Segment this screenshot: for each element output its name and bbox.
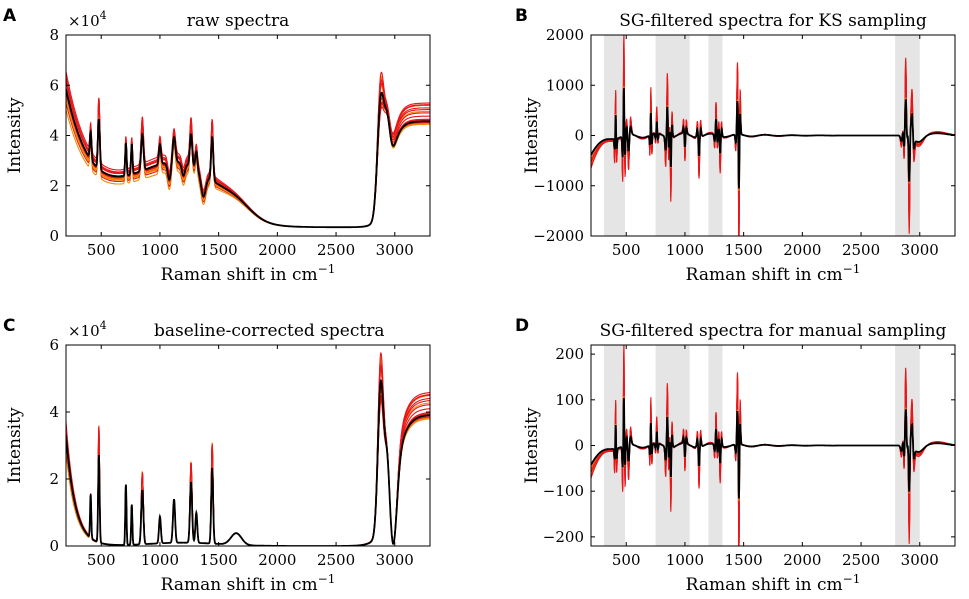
x-tick-label-D-1: 1000: [666, 551, 704, 569]
x-tick-label-D-0: 500: [612, 551, 641, 569]
panel-D: 500 1000 1500 2000 2500 3000 −200 −100 0 100 200 SG…: [515, 316, 956, 595]
x-tick-label-B-4: 2500: [842, 241, 880, 259]
x-tick-label-A-4: 2500: [317, 241, 355, 259]
x-tick-label-C-3: 2000: [258, 551, 296, 569]
panel-label-C: C: [3, 316, 15, 336]
spectra-C: [66, 351, 430, 546]
x-tick-label-A-0: 500: [87, 241, 116, 259]
spectrum-line-A-2: [66, 77, 430, 228]
y-axis-label-A: Intensity: [5, 97, 25, 173]
y-tick-label-A-4: 8: [49, 26, 59, 44]
y-axis-label-B: Intensity: [522, 97, 542, 173]
y-tick-label-A-1: 2: [49, 177, 59, 195]
x-tick-label-B-5: 3000: [901, 241, 939, 259]
y-tick-label-B-4: 2000: [546, 26, 584, 44]
spectrum-line-A-8: [66, 79, 430, 228]
y-tick-label-D-4: 200: [555, 345, 584, 363]
panel-A: 500 1000 1500 2000 2500 3000 0 2 4 6 8 ×104 raw spec…: [3, 6, 431, 285]
y-tick-label-C-3: 6: [49, 336, 59, 354]
y-multiplier-C: ×104: [68, 319, 107, 340]
spectrum-line-A-4: [66, 71, 430, 228]
x-axis-label-A: Raman shift in cm−1: [161, 262, 336, 285]
y-tick-label-B-0: −2000: [533, 227, 584, 245]
x-tick-label-C-4: 2500: [317, 551, 355, 569]
x-tick-label-D-2: 1500: [725, 551, 763, 569]
spectra-A: [66, 71, 430, 229]
x-tick-label-D-5: 3000: [901, 551, 939, 569]
spectrum-line-A-14: [66, 71, 430, 228]
y-tick-label-C-1: 2: [49, 470, 59, 488]
y-tick-label-A-2: 4: [49, 127, 59, 145]
x-tick-label-B-0: 500: [612, 241, 641, 259]
y-tick-label-D-1: −100: [543, 482, 584, 500]
y-tick-label-D-3: 100: [555, 391, 584, 409]
x-tick-label-A-1: 1000: [141, 241, 179, 259]
y-multiplier-A: ×104: [68, 9, 107, 30]
y-tick-label-C-2: 4: [49, 403, 59, 421]
y-axis-label-C: Intensity: [5, 407, 25, 483]
x-axis-label-C: Raman shift in cm−1: [161, 572, 336, 595]
spectrum-line-A-6: [66, 75, 430, 228]
panel-label-D: D: [515, 316, 529, 336]
x-tick-label-B-1: 1000: [666, 241, 704, 259]
y-axis-label-D: Intensity: [522, 407, 542, 483]
spectrum-line-A-1: [66, 77, 430, 228]
spectra-D: [591, 345, 955, 546]
chart-title-D: SG-filtered spectra for manual sampling: [600, 321, 947, 341]
x-axis-label-B: Raman shift in cm−1: [686, 262, 861, 285]
axes-frame-C: [65, 344, 431, 547]
panel-label-A: A: [3, 6, 17, 26]
y-tick-label-D-0: −200: [543, 528, 584, 546]
y-tick-label-A-3: 6: [49, 76, 59, 94]
x-tick-label-C-1: 1000: [141, 551, 179, 569]
mean-spectrum-line-C: [66, 378, 430, 546]
y-tick-label-D-2: 0: [574, 437, 584, 455]
mean-spectrum-line-D: [591, 398, 955, 499]
x-axis-label-D: Raman shift in cm−1: [686, 572, 861, 595]
x-tick-label-B-2: 1500: [725, 241, 763, 259]
spectra-B: [591, 35, 955, 236]
mean-spectrum-line-B: [591, 88, 955, 189]
chart-title-C: baseline-corrected spectra: [154, 321, 384, 341]
chart-title-A: raw spectra: [187, 11, 290, 31]
x-tick-label-A-5: 3000: [376, 241, 414, 259]
x-tick-label-D-4: 2500: [842, 551, 880, 569]
y-tick-label-A-0: 0: [49, 227, 59, 245]
panel-C: 500 1000 1500 2000 2500 3000 0 2 4 6 ×104 baseline-…: [3, 316, 431, 595]
panel-label-B: B: [515, 6, 528, 26]
x-tick-label-C-0: 500: [87, 551, 116, 569]
x-tick-label-B-3: 2000: [783, 241, 821, 259]
panel-B: 500 1000 1500 2000 2500 3000 −2000 −1000 0 1000 20…: [515, 6, 956, 285]
y-tick-label-B-1: −1000: [533, 177, 584, 195]
y-tick-label-B-2: 0: [574, 127, 584, 145]
y-tick-label-C-0: 0: [49, 537, 59, 555]
x-tick-label-D-3: 2000: [783, 551, 821, 569]
chart-title-B: SG-filtered spectra for KS sampling: [619, 11, 927, 31]
mean-spectrum-line-A: [66, 88, 430, 229]
x-tick-label-A-3: 2000: [258, 241, 296, 259]
x-tick-label-A-2: 1500: [200, 241, 238, 259]
y-tick-label-B-3: 1000: [546, 76, 584, 94]
spectrum-line-A-16: [66, 76, 430, 228]
x-tick-label-C-5: 3000: [376, 551, 414, 569]
x-tick-label-C-2: 1500: [200, 551, 238, 569]
